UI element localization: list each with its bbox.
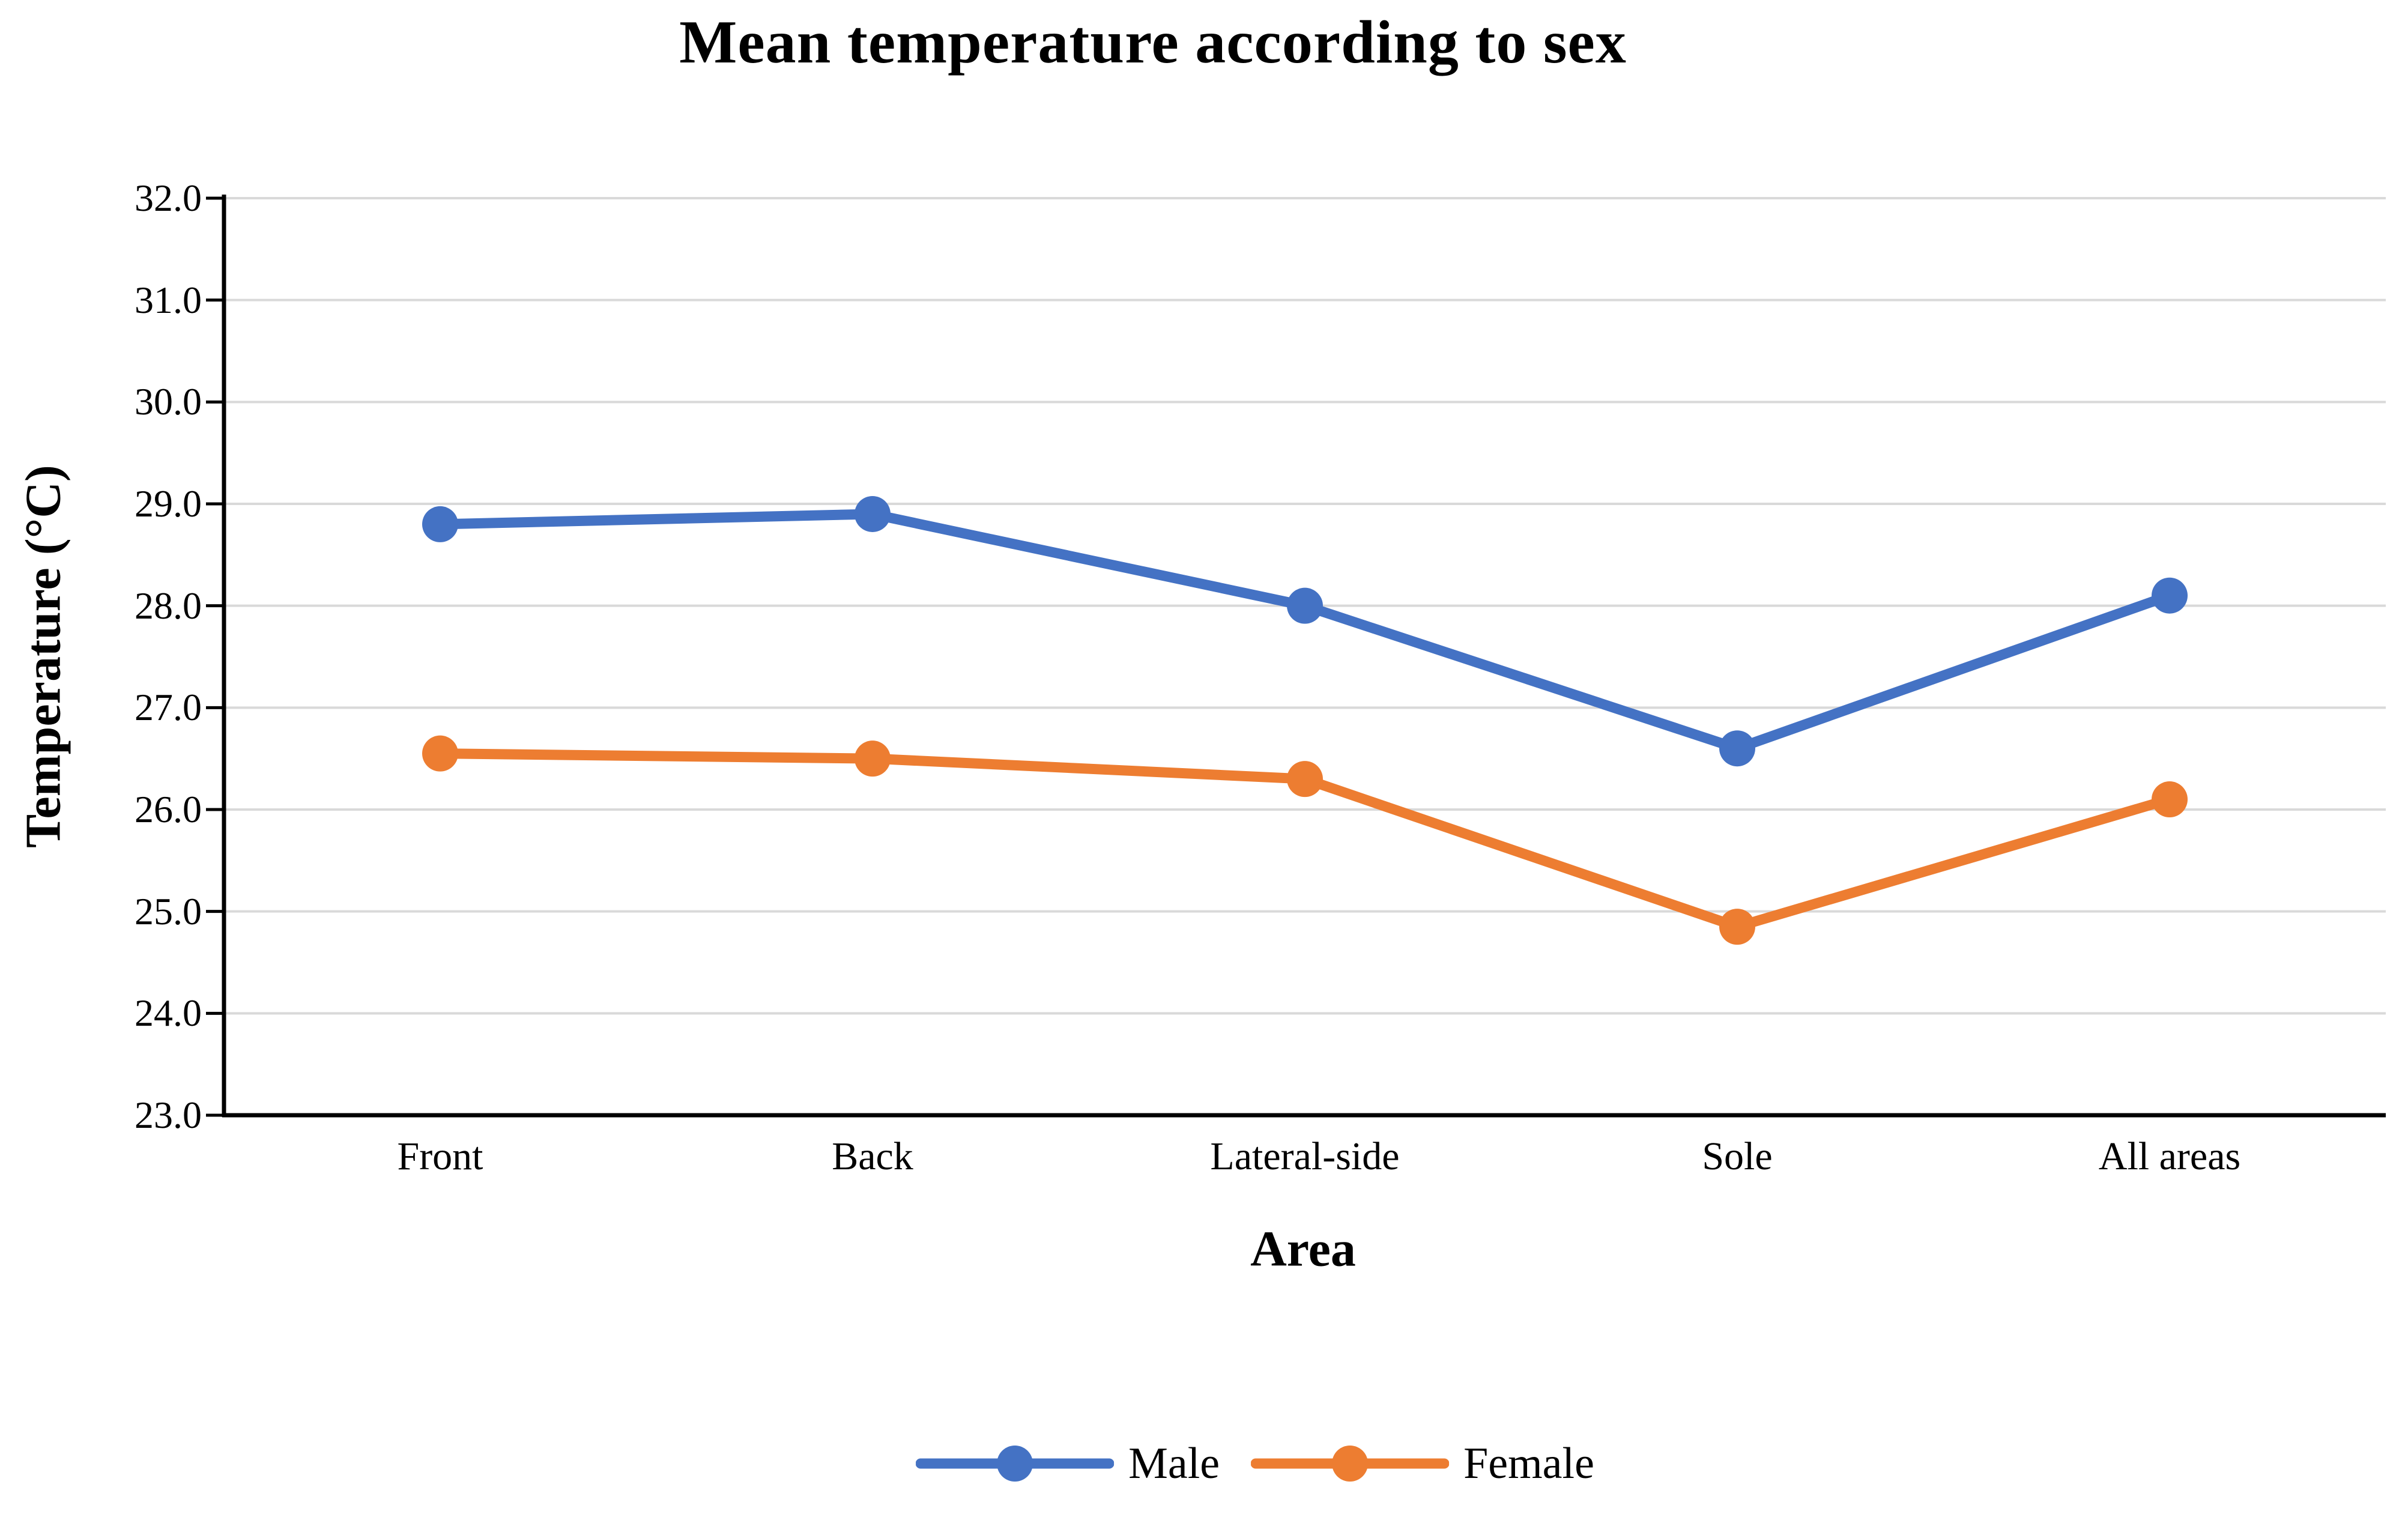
- y-tick-label: 31.0: [135, 278, 202, 321]
- legend: Male Female: [916, 1441, 1594, 1486]
- data-point-male-3: [1719, 730, 1755, 767]
- data-point-female-0: [422, 735, 458, 772]
- data-point-female-4: [2152, 781, 2188, 818]
- data-point-female-1: [855, 740, 891, 777]
- y-tick-label: 32.0: [135, 177, 202, 219]
- y-tick-label: 27.0: [135, 686, 202, 729]
- y-tick-label: 29.0: [135, 482, 202, 525]
- x-tick-label: Front: [397, 1134, 483, 1178]
- data-point-female-2: [1287, 761, 1323, 798]
- y-axis-title: Temperature (°C): [15, 465, 71, 848]
- data-point-male-1: [855, 495, 891, 532]
- data-point-female-3: [1719, 909, 1755, 945]
- y-tick-label: 28.0: [135, 584, 202, 627]
- x-tick-label: Lateral-side: [1210, 1134, 1400, 1178]
- legend-marker-male-icon: [916, 1446, 1115, 1482]
- legend-marker-female-icon: [1251, 1446, 1450, 1482]
- legend-item-male: Male: [916, 1441, 1220, 1486]
- x-tick-label: Sole: [1702, 1134, 1773, 1178]
- x-axis-title: Area: [1250, 1221, 1356, 1277]
- chart-title: Mean temperature according to sex: [679, 8, 1627, 76]
- y-tick-label: 30.0: [135, 380, 202, 423]
- y-tick-label: 25.0: [135, 889, 202, 933]
- legend-item-female: Female: [1251, 1441, 1594, 1486]
- y-tick-label: 23.0: [135, 1094, 202, 1136]
- x-tick-label: All areas: [2098, 1134, 2241, 1178]
- x-tick-label: Back: [832, 1134, 913, 1178]
- data-point-male-0: [422, 506, 458, 542]
- y-tick-label: 24.0: [135, 992, 202, 1035]
- data-point-male-4: [2152, 577, 2188, 614]
- legend-label: Male: [1128, 1439, 1220, 1488]
- series-line-male: [435, 509, 2175, 754]
- legend-label: Female: [1463, 1439, 1594, 1488]
- y-tick-label: 26.0: [135, 788, 202, 831]
- data-point-male-2: [1287, 587, 1323, 624]
